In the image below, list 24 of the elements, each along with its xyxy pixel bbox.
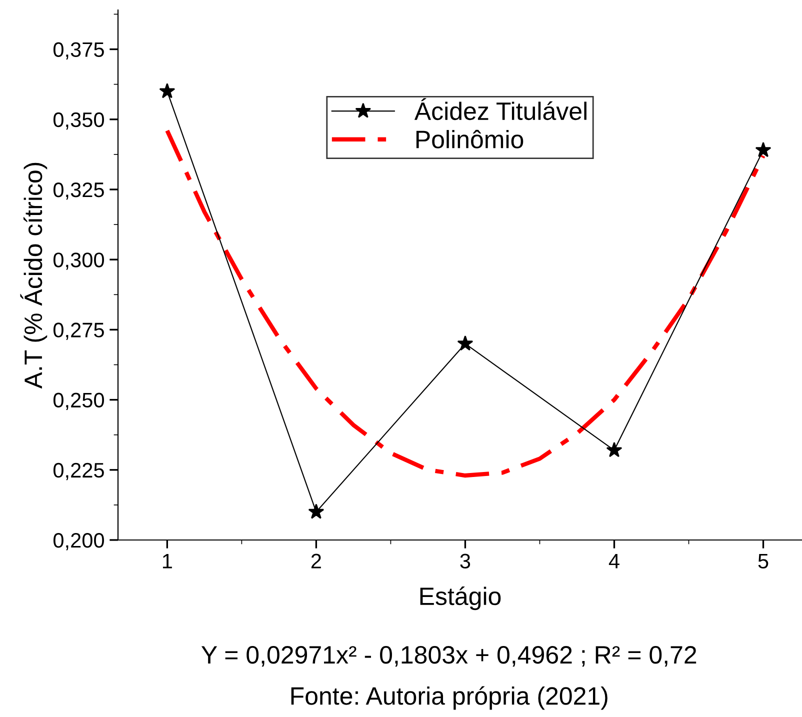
y-tick-label: 0,350 bbox=[53, 112, 104, 130]
point bbox=[606, 442, 622, 458]
y-tick-label: 0,375 bbox=[53, 42, 104, 60]
point bbox=[159, 82, 176, 98]
x-tick-label: 3 bbox=[460, 554, 470, 568]
y-tick-label: 0,225 bbox=[53, 462, 104, 480]
y-tick-label: 0,300 bbox=[53, 252, 104, 270]
legend-label: Ácidez Titulável bbox=[414, 98, 586, 120]
point bbox=[755, 142, 772, 158]
y-tick-label: 0,250 bbox=[53, 392, 104, 410]
x-tick-label: 4 bbox=[608, 554, 620, 568]
x-axis-title: Estágio bbox=[420, 586, 501, 610]
text: Y = 0,02971x² - 0,1803x + 0,4962 ; R² = 0,72 bbox=[201, 646, 696, 667]
y-tick-label: 0,275 bbox=[53, 322, 104, 340]
legend-label: Polinômio bbox=[416, 130, 524, 148]
x-tick-label: 5 bbox=[758, 554, 768, 568]
y-axis-title: A.T (% Ácido cítrico) bbox=[20, 162, 48, 389]
x-tick-label: 1 bbox=[162, 554, 172, 568]
x-tick-label: 2 bbox=[311, 554, 321, 568]
y-tick-label: 0,325 bbox=[53, 182, 104, 200]
source-note: Fonte: Autoria própria (2021) bbox=[291, 686, 608, 710]
point bbox=[308, 504, 324, 519]
point bbox=[457, 335, 474, 351]
y-tick-label: 0,200 bbox=[53, 533, 104, 550]
